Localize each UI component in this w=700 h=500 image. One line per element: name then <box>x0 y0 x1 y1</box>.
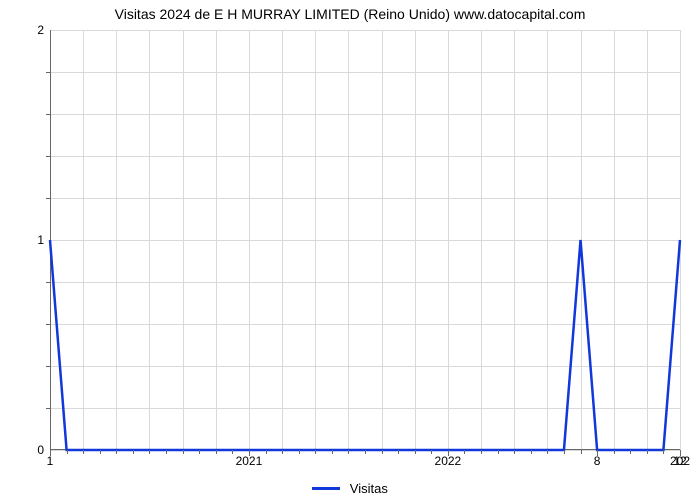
x-tick-minor <box>614 450 615 454</box>
y-tick-minor <box>46 198 50 199</box>
x-tick-minor <box>663 450 664 454</box>
x-tick-minor <box>183 450 184 454</box>
x-tick-minor <box>232 450 233 454</box>
x-tick-minor <box>348 450 349 454</box>
x-tick-minor <box>149 450 150 454</box>
x-tick-minor <box>332 450 333 454</box>
x-tick-minor <box>415 450 416 454</box>
y-tick-minor <box>46 282 50 283</box>
x-tick-minor <box>116 450 117 454</box>
x-tick-minor <box>67 450 68 454</box>
x-tick-major <box>597 450 598 456</box>
y-tick-minor <box>46 366 50 367</box>
x-tick-minor <box>365 450 366 454</box>
x-tick-major <box>448 450 449 456</box>
x-tick-minor <box>514 450 515 454</box>
x-tick-minor <box>481 450 482 454</box>
legend-label: Visitas <box>350 481 388 496</box>
x-tick-major <box>249 450 250 456</box>
x-tick-minor <box>166 450 167 454</box>
plot-area <box>50 30 680 450</box>
y-tick-label: 0 <box>37 443 44 457</box>
x-tick-major <box>50 450 51 456</box>
x-tick-minor <box>299 450 300 454</box>
x-tick-minor <box>647 450 648 454</box>
y-tick-minor <box>46 114 50 115</box>
x-tick-label: 8 <box>594 454 601 468</box>
x-tick-minor <box>498 450 499 454</box>
y-tick-label: 2 <box>37 23 44 37</box>
x-tick-minor <box>266 450 267 454</box>
legend-swatch <box>312 487 340 490</box>
y-tick-minor <box>46 72 50 73</box>
x-tick-label: 1 <box>47 454 54 468</box>
x-tick-minor <box>547 450 548 454</box>
x-tick-minor <box>564 450 565 454</box>
y-tick-minor <box>46 408 50 409</box>
legend: Visitas <box>0 480 700 496</box>
x-tick-minor <box>630 450 631 454</box>
x-tick-minor <box>398 450 399 454</box>
grid-line-v <box>680 30 681 450</box>
x-tick-minor <box>83 450 84 454</box>
line-series <box>50 30 680 450</box>
chart-title: Visitas 2024 de E H MURRAY LIMITED (Rein… <box>0 6 700 22</box>
y-tick-label: 1 <box>37 233 44 247</box>
x-tick-minor <box>282 450 283 454</box>
x-tick-minor <box>133 450 134 454</box>
x-tick-minor <box>199 450 200 454</box>
x-tick-minor <box>581 450 582 454</box>
x-tick-minor <box>315 450 316 454</box>
y-tick-minor <box>46 324 50 325</box>
chart-container: Visitas 2024 de E H MURRAY LIMITED (Rein… <box>0 0 700 500</box>
x-tick-label: 2021 <box>236 454 263 468</box>
x-tick-minor <box>431 450 432 454</box>
x-tick-minor <box>464 450 465 454</box>
y-tick-minor <box>46 156 50 157</box>
x-tick-label-truncated: 202 <box>670 454 690 468</box>
x-tick-minor <box>216 450 217 454</box>
x-tick-label: 2022 <box>435 454 462 468</box>
x-tick-minor <box>100 450 101 454</box>
x-tick-minor <box>531 450 532 454</box>
x-tick-minor <box>382 450 383 454</box>
